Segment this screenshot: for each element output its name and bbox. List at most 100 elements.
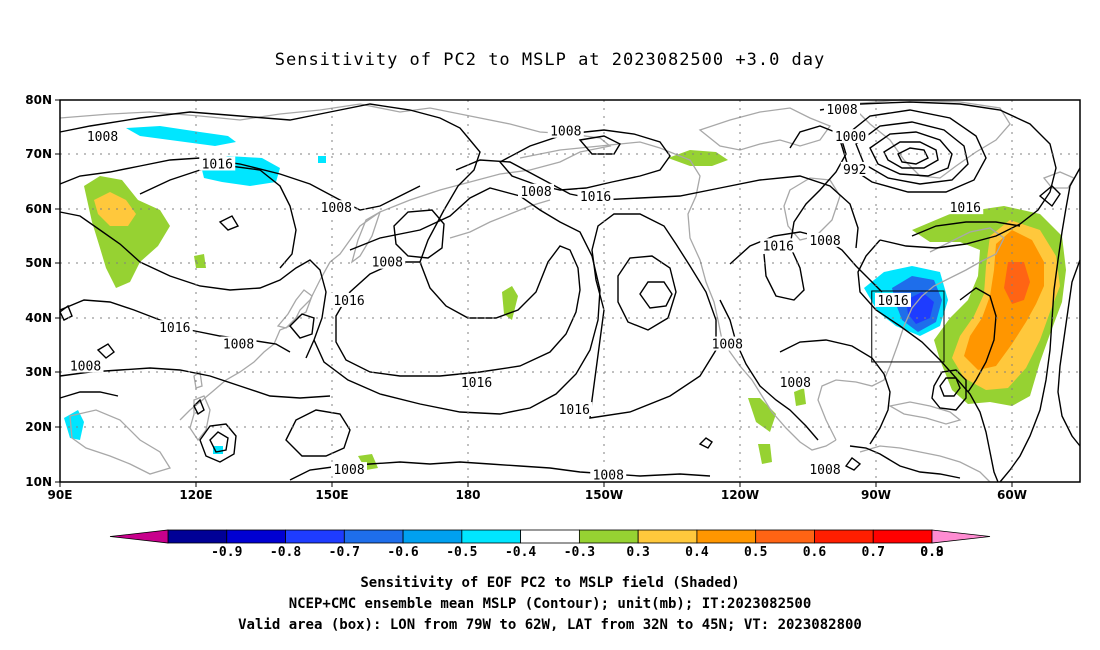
contour-label-1008: 1008: [520, 185, 551, 200]
caption-contour: NCEP+CMC ensemble mean MSLP (Contour); u…: [288, 596, 812, 612]
contour-1008-tropic-pac: [285, 409, 351, 457]
contour-1016-china: [59, 211, 327, 359]
contour-1016-greenland-loop: [1038, 185, 1061, 208]
caption-block: Sensitivity of EOF PC2 to MSLP field (Sh…: [0, 573, 1100, 636]
contour-hurricane-inner: [939, 377, 961, 397]
contour-label-bg: [547, 123, 584, 138]
coastline-us-east: [889, 261, 981, 367]
contour-1008-arctic-inner: [578, 135, 621, 155]
coastline-philippines: [189, 395, 211, 442]
contour-label-bg: [220, 336, 257, 351]
colorbar-over-triangle: [931, 529, 991, 544]
lat-label-20n: 20N: [25, 420, 52, 434]
contour-label-1008: 1008: [321, 201, 352, 216]
contour-label-1008: 1008: [70, 359, 101, 374]
contour-label-992: 992: [843, 163, 866, 178]
contour-label-1008: 1008: [712, 338, 743, 353]
contour-label-bg: [156, 320, 193, 335]
contour-1008-pac-loop: [698, 437, 713, 449]
contour-label-bg: [947, 200, 984, 215]
coastline-kamchatka: [350, 210, 382, 264]
contour-1016-atlantic-2: [1057, 259, 1081, 447]
contour-label-1016: 1016: [461, 376, 492, 391]
lon-label-60w: 60W: [997, 488, 1027, 502]
grid-lines: [60, 100, 1080, 482]
contour-1008-asia-north: [59, 103, 481, 263]
lon-label-120w: 120W: [721, 488, 759, 502]
colorbar-label: 0.5: [744, 545, 767, 560]
lat-axis-labels: 80N 70N 60N 50N 40N 30N 20N 10N: [25, 93, 52, 489]
contour-label-1008: 1008: [593, 469, 624, 484]
coastline-japan: [276, 289, 313, 329]
contour-low-arctic-4: [883, 141, 939, 169]
contour-1008-line-asia: [59, 391, 119, 399]
contour-1008-us-west: [719, 299, 819, 441]
contour-label-1008: 1008: [550, 125, 581, 140]
contour-1008-siberia: [59, 157, 421, 211]
lat-label-60n: 60N: [25, 202, 52, 216]
contour-labels: 1008 1016 1008 1008 1008 1016 1008 1000 992 1016 1…: [67, 101, 984, 484]
lon-label-150e: 150E: [315, 488, 348, 502]
colorbar-label: 0.4: [685, 545, 709, 560]
map-frame: [59, 99, 1081, 483]
colorbar-label: -0.9: [211, 545, 242, 560]
contour-label-bg: [556, 402, 593, 417]
contour-1008-pac-loop-2: [844, 457, 862, 471]
colorbar-label: 0.9: [920, 545, 943, 560]
shade-cyan-philippines: [64, 410, 84, 440]
contour-1016-small-high: [639, 281, 673, 309]
contour-1016-inner: [617, 255, 677, 331]
colorbar-label: 0.7: [861, 545, 884, 560]
contour-label-1016: 1016: [559, 403, 590, 418]
contour-low-arctic-2: [855, 121, 969, 185]
coastline-sea-islands: [69, 409, 172, 475]
coastline-caribbean: [888, 401, 962, 425]
lat-label-40n: 40N: [25, 311, 52, 325]
shade-green-caribbean: [794, 388, 806, 406]
coastline-mexico-gulf: [817, 365, 891, 441]
contour-label-1008: 1008: [223, 338, 254, 353]
colorbar-label: -0.6: [387, 545, 418, 560]
colorbar-under-triangle: [109, 529, 169, 544]
contour-small-loop-1: [218, 215, 240, 231]
contour-1008-hudson: [763, 125, 847, 301]
shade-green-mexico: [748, 398, 776, 432]
contour-label-bg: [875, 292, 911, 307]
contour-label-bg: [577, 189, 614, 204]
colorbar-label: 0.8: [920, 545, 944, 560]
contour-1008-asia-loop: [59, 304, 73, 321]
contour-1016-atlantic: [999, 167, 1081, 483]
lon-label-90e: 90E: [48, 488, 73, 502]
lon-axis-labels: 90E 120E 150E 180 150W 120W 90W 60W: [48, 488, 1027, 502]
contour-label-bg: [840, 161, 869, 176]
valid-area-box: [871, 290, 945, 363]
caption-shaded: Sensitivity of EOF PC2 to MSLP field (Sh…: [360, 575, 740, 591]
contour-label-bg: [709, 336, 746, 351]
contour-low-arctic-5: [897, 147, 929, 165]
contour-label-bg: [824, 101, 860, 116]
contour-label-bg: [777, 374, 814, 389]
coastline-alaska: [519, 141, 723, 341]
contour-1008-atlantic-north: [819, 101, 1057, 249]
colorbar-cell: [696, 529, 757, 544]
contour-label-1008: 1008: [372, 256, 403, 271]
shade-green-small1: [194, 254, 206, 268]
coastline-hudson: [783, 177, 841, 241]
colorbar-cell: [755, 529, 815, 544]
colorbar-cell: [343, 529, 404, 544]
contour-label-1008: 1008: [809, 463, 840, 478]
contour-label-bg: [518, 183, 554, 198]
colorbar-cell: [402, 529, 463, 544]
lat-label-10n: 10N: [25, 475, 52, 489]
contour-label-bg: [84, 129, 121, 144]
contour-1008-gulf: [779, 339, 891, 445]
contour-label-bg: [318, 200, 355, 215]
contour-low-arctic-1: [839, 109, 987, 193]
colorbar-label: -0.8: [270, 545, 301, 560]
lat-label-30n: 30N: [25, 365, 52, 379]
shade-green-central: [758, 444, 772, 464]
map-title: Sensitivity of PC2 to MSLP at 2023082500…: [274, 50, 826, 70]
shade-green-pac-tiny: [358, 454, 378, 470]
lat-label-80n: 80N: [25, 93, 52, 107]
